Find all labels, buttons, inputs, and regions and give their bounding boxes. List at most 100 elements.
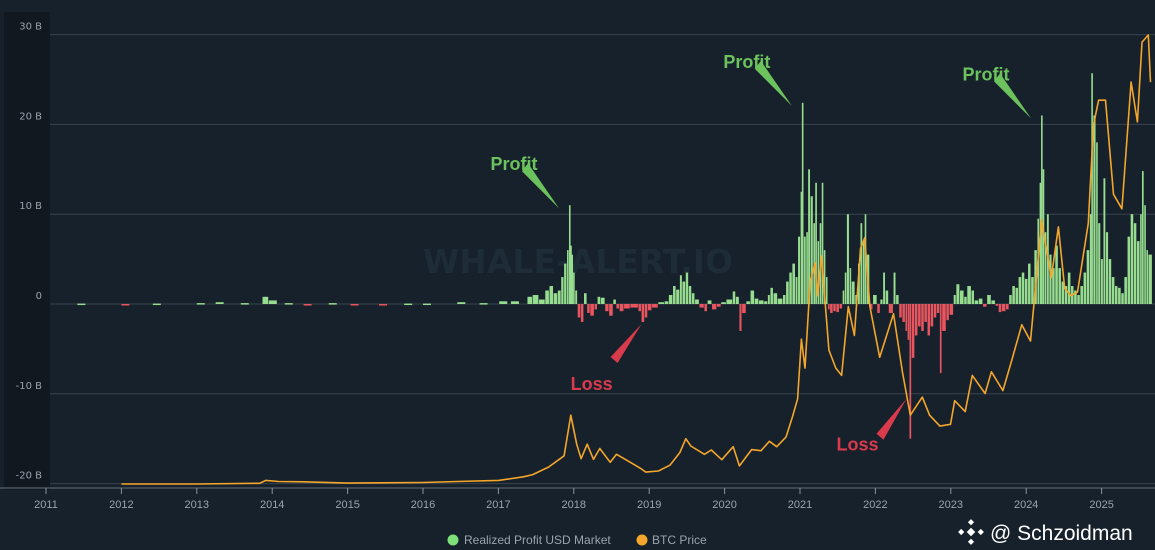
bar [939, 304, 942, 374]
bar [479, 303, 488, 305]
bar [121, 304, 130, 306]
y-tick-label: -10 B [16, 381, 43, 392]
bar [1100, 259, 1103, 304]
bar [942, 304, 946, 331]
bar [995, 304, 999, 306]
x-tick-label: 2011 [34, 499, 58, 511]
bar [1121, 293, 1124, 304]
bar [704, 304, 708, 312]
bar [1103, 178, 1106, 304]
bar [880, 299, 883, 304]
bar [699, 304, 704, 308]
bar [457, 302, 466, 304]
bar [758, 300, 764, 304]
annotation-label: Loss [571, 374, 613, 394]
bar [773, 293, 778, 304]
bar [726, 299, 733, 304]
bar [783, 295, 786, 304]
bar [1136, 241, 1140, 304]
bar [833, 304, 836, 312]
bar [1133, 223, 1137, 304]
bar [658, 302, 665, 304]
bar [1064, 286, 1068, 304]
bar [587, 304, 590, 313]
x-tick-label: 2018 [562, 499, 586, 511]
bar [573, 272, 575, 304]
bar [600, 297, 605, 304]
bar [679, 275, 682, 304]
bar [909, 304, 912, 439]
x-tick-label: 2023 [939, 499, 963, 511]
bar [851, 281, 855, 304]
x-tick-label: 2022 [863, 499, 887, 511]
bar [268, 300, 277, 304]
bar [594, 304, 598, 310]
annotation-profit: Profit [490, 154, 559, 209]
bar [933, 304, 937, 318]
bar [1098, 223, 1101, 304]
bar [616, 304, 620, 309]
bar [801, 102, 804, 305]
bar [215, 302, 224, 304]
bar [1061, 281, 1065, 304]
x-axis: 2011 2012 2013 2014 2015 2016 2017 2018 2019 2020… [0, 487, 1155, 511]
bar [1086, 250, 1090, 304]
bar [1006, 304, 1009, 310]
bar [770, 287, 773, 304]
legend-item-realized-profit[interactable]: Realized Profit USD Market [447, 533, 612, 547]
bar [967, 286, 971, 304]
bar [857, 263, 860, 304]
legend-swatch-green [447, 534, 459, 546]
bar [1105, 232, 1109, 304]
bar [652, 304, 658, 308]
bar [571, 254, 574, 304]
bar [742, 304, 746, 313]
bar [510, 301, 519, 304]
bar [750, 290, 755, 304]
x-tick-label: 2020 [712, 499, 736, 511]
bar [1108, 259, 1112, 304]
bar [789, 272, 792, 304]
bar [817, 241, 820, 304]
y-axis-panel [4, 12, 50, 490]
bar [978, 298, 983, 304]
bar [956, 284, 960, 304]
bar [549, 286, 554, 304]
credit-text: @ Schzoidman [990, 522, 1133, 545]
bar [1058, 268, 1061, 304]
bar [735, 296, 739, 304]
btc-price-path [121, 34, 1152, 485]
bar [806, 232, 808, 304]
bar [1118, 287, 1121, 304]
y-tick-label: -20 B [16, 471, 43, 482]
bar [1039, 182, 1042, 304]
bar [1096, 142, 1098, 304]
y-tick-label: 0 [36, 291, 42, 302]
legend-item-btc-price[interactable]: BTC Price [636, 533, 708, 547]
y-tick-label: 30 B [19, 22, 42, 33]
x-tick-label: 2019 [637, 499, 661, 511]
bar [691, 293, 695, 304]
bar [746, 301, 750, 304]
bar [1146, 250, 1149, 304]
annotation-profit: Profit [723, 52, 792, 106]
bar [1127, 236, 1131, 304]
bar [613, 299, 616, 304]
realized-profit-bars [77, 73, 1152, 439]
y-tick-label: 10 B [19, 201, 42, 212]
bar [808, 169, 811, 304]
x-tick-label: 2016 [411, 499, 435, 511]
x-tick-label: 2013 [185, 499, 209, 511]
bar [907, 304, 910, 340]
bar [668, 295, 673, 304]
bar [284, 303, 293, 305]
bar [902, 304, 905, 322]
bar [836, 304, 839, 313]
bar [864, 214, 867, 304]
bar [732, 291, 736, 304]
bar [328, 303, 337, 305]
bar [754, 298, 759, 304]
bar [580, 304, 584, 322]
bar [716, 304, 721, 307]
